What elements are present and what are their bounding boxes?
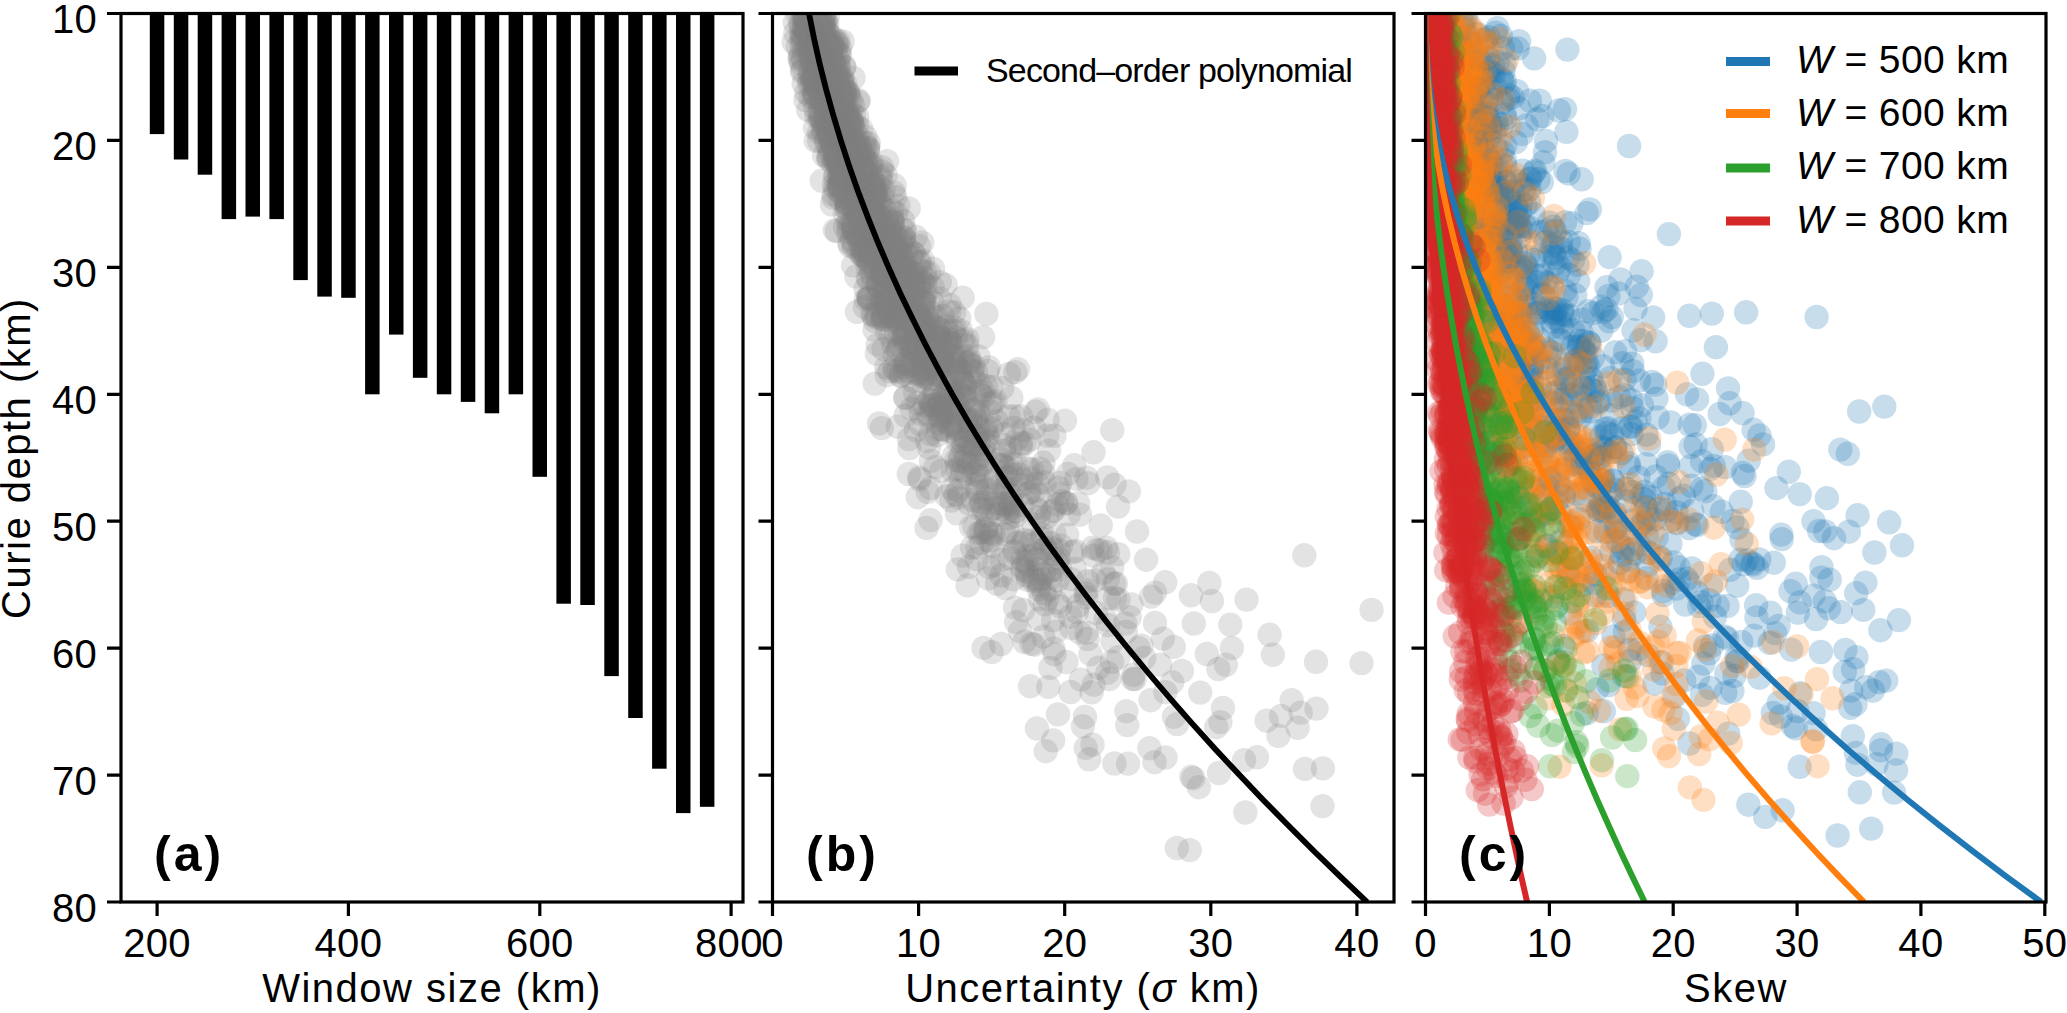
svg-text:10: 10 — [896, 921, 941, 965]
svg-text:(a): (a) — [154, 826, 224, 882]
svg-text:30: 30 — [1188, 921, 1233, 965]
svg-text:20: 20 — [1042, 921, 1087, 965]
svg-text:40: 40 — [1898, 921, 1943, 965]
svg-text:40: 40 — [1334, 921, 1379, 965]
svg-text:800: 800 — [695, 921, 763, 965]
svg-text:200: 200 — [123, 921, 191, 965]
svg-text:30: 30 — [52, 251, 97, 295]
svg-text:Skew: Skew — [1684, 966, 1788, 1010]
svg-text:20: 20 — [52, 124, 97, 168]
svg-text:80: 80 — [52, 886, 97, 930]
svg-text:W = 600 km: W = 600 km — [1796, 91, 2009, 134]
svg-text:0: 0 — [1414, 921, 1437, 965]
svg-text:Uncertainty (σ km): Uncertainty (σ km) — [905, 966, 1261, 1010]
svg-text:20: 20 — [1651, 921, 1696, 965]
svg-text:(c): (c) — [1459, 826, 1529, 882]
svg-text:40: 40 — [52, 378, 97, 422]
svg-text:10: 10 — [1527, 921, 1572, 965]
svg-text:W = 700 km: W = 700 km — [1796, 144, 2009, 187]
svg-text:Curie depth (km): Curie depth (km) — [0, 297, 38, 619]
svg-text:10: 10 — [52, 0, 97, 41]
svg-text:W = 500 km: W = 500 km — [1796, 38, 2009, 81]
svg-text:Window size (km): Window size (km) — [262, 966, 602, 1010]
svg-text:60: 60 — [52, 632, 97, 676]
svg-text:70: 70 — [52, 759, 97, 803]
svg-text:0: 0 — [761, 921, 784, 965]
svg-text:Second–order polynomial: Second–order polynomial — [986, 51, 1352, 89]
svg-text:50: 50 — [2022, 921, 2067, 965]
svg-text:(b): (b) — [806, 826, 879, 882]
svg-text:50: 50 — [52, 505, 97, 549]
svg-text:600: 600 — [506, 921, 574, 965]
svg-text:30: 30 — [1775, 921, 1820, 965]
svg-text:W = 800 km: W = 800 km — [1796, 198, 2009, 241]
svg-text:400: 400 — [315, 921, 383, 965]
